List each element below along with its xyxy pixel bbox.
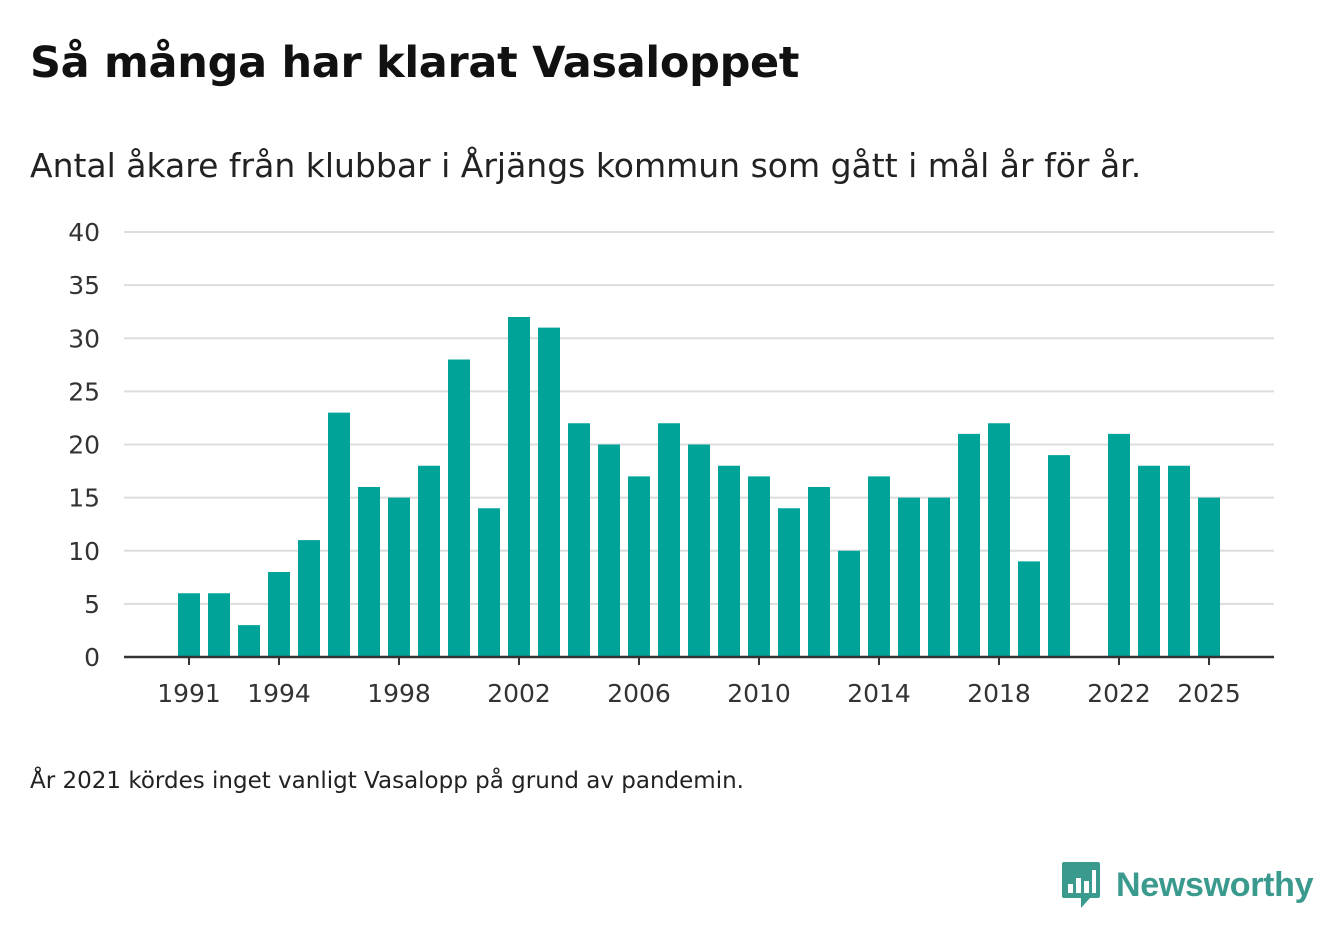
y-tick-label-15: 15 [68, 484, 100, 513]
bar-2013 [838, 550, 860, 657]
brand: Newsworthy [1060, 860, 1314, 910]
bar-2012 [808, 487, 830, 657]
bar-2014 [868, 476, 890, 657]
x-tick-label-2018: 2018 [967, 679, 1031, 708]
chart-title: Så många har klarat Vasaloppet [30, 38, 800, 88]
bar-2002 [508, 317, 530, 657]
bar-2015 [898, 497, 920, 657]
bar-1992 [208, 593, 230, 657]
bar-2018 [988, 423, 1010, 657]
bar-2006 [628, 476, 650, 657]
chart-subtitle: Antal åkare från klubbar i Årjängs kommu… [30, 146, 1142, 185]
bar-1999 [418, 465, 440, 657]
bar-1995 [298, 540, 320, 657]
bar-2008 [688, 444, 710, 657]
brand-name: Newsworthy [1116, 865, 1314, 904]
bar-2017 [958, 433, 980, 657]
x-tick-label-2002: 2002 [487, 679, 551, 708]
x-tick-label-1991: 1991 [157, 679, 221, 708]
bar-2000 [448, 359, 470, 657]
bar-2003 [538, 327, 560, 657]
y-tick-label-10: 10 [68, 537, 100, 566]
bar-2020 [1048, 455, 1070, 657]
bar-2010 [748, 476, 770, 657]
bar-2023 [1138, 465, 1160, 657]
y-tick-label-30: 30 [68, 324, 100, 353]
bar-1993 [238, 625, 260, 657]
bar-2022 [1108, 433, 1130, 657]
bar-1991 [178, 593, 200, 657]
bar-2016 [928, 497, 950, 657]
bar-2007 [658, 423, 680, 657]
bar-2019 [1018, 561, 1040, 657]
footnote: År 2021 kördes inget vanligt Vasalopp på… [30, 768, 744, 794]
bar-2024 [1168, 465, 1190, 657]
bar-2005 [598, 444, 620, 657]
x-tick-label-2025: 2025 [1177, 679, 1241, 708]
bar-2011 [778, 508, 800, 657]
x-tick-label-2010: 2010 [727, 679, 791, 708]
y-tick-label-40: 40 [68, 218, 100, 247]
bar-1996 [328, 412, 350, 657]
bar-2001 [478, 508, 500, 657]
bar-2025 [1198, 497, 1220, 657]
y-tick-label-25: 25 [68, 377, 100, 406]
x-tick-labels: 1991 1994 1998 2002 2006 2010 2014 2018 2022 2025 [157, 679, 1241, 708]
x-tick-label-2014: 2014 [847, 679, 911, 708]
newsworthy-logo-icon [1062, 862, 1100, 908]
y-tick-label-20: 20 [68, 431, 100, 460]
bar-2009 [718, 465, 740, 657]
x-tick-label-1994: 1994 [247, 679, 311, 708]
bar-1997 [358, 487, 380, 657]
y-tick-label-35: 35 [68, 271, 100, 300]
y-tick-labels: 0 5 10 15 20 25 30 35 40 [68, 218, 100, 672]
bar-2004 [568, 423, 590, 657]
bar-1994 [268, 572, 290, 657]
axes [124, 655, 1274, 665]
bar-1998 [388, 497, 410, 657]
bars [178, 317, 1220, 657]
x-tick-label-2006: 2006 [607, 679, 671, 708]
y-tick-label-0: 0 [84, 643, 100, 672]
y-tick-label-5: 5 [84, 590, 100, 619]
x-tick-label-2022: 2022 [1087, 679, 1151, 708]
x-tick-label-1998: 1998 [367, 679, 431, 708]
